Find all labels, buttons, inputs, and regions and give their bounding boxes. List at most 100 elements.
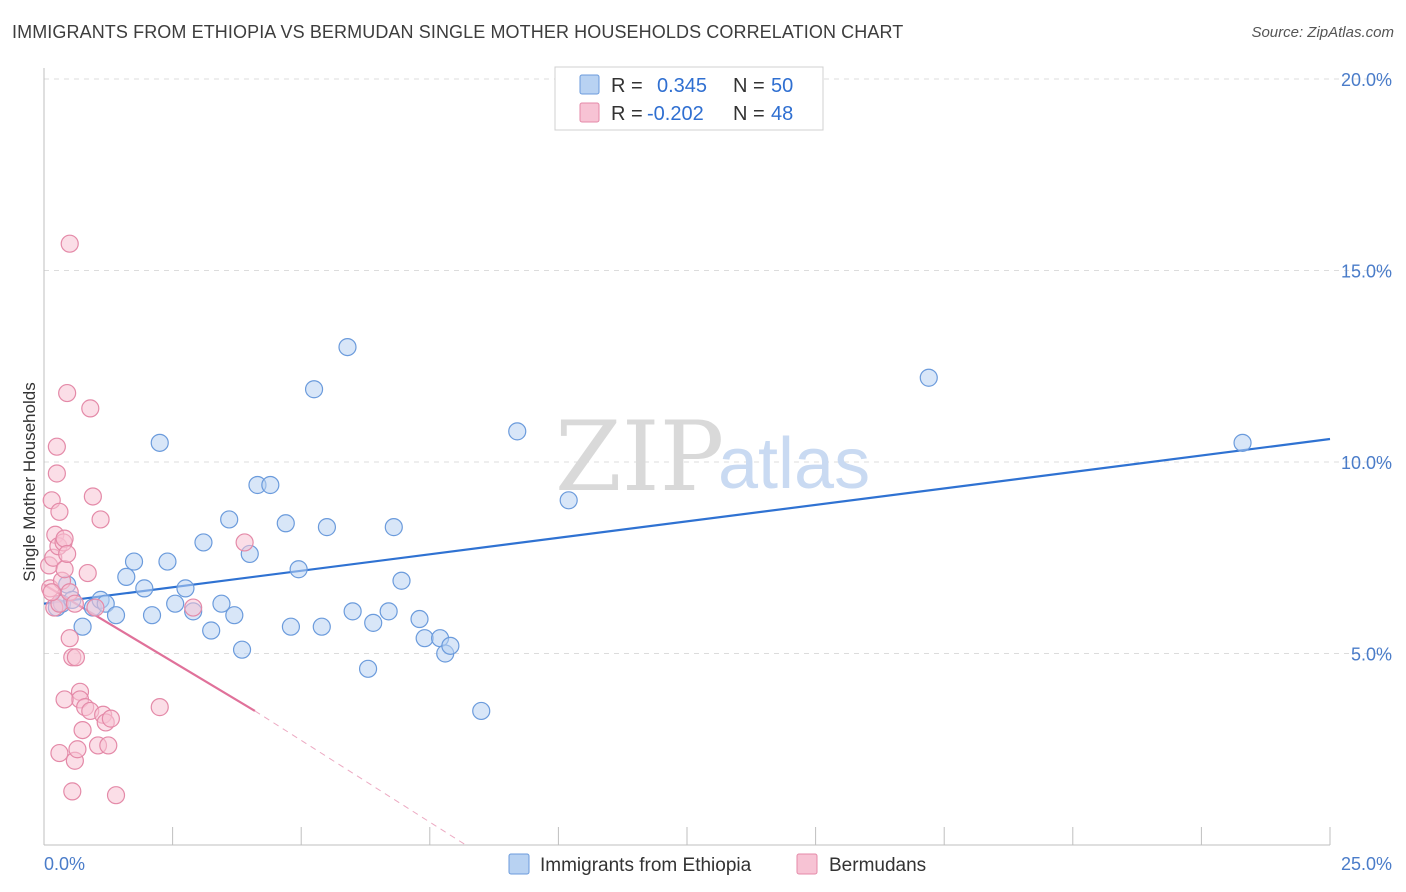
point-ethiopia — [919, 368, 938, 387]
axes — [43, 68, 1331, 846]
legend-swatch-blue — [508, 853, 530, 875]
point-bermudans — [235, 533, 254, 552]
legend-n-value: 48 — [771, 103, 793, 125]
point-bermudans — [55, 690, 74, 709]
point-ethiopia — [124, 552, 144, 571]
point-ethiopia — [358, 659, 378, 678]
point-ethiopia — [194, 533, 213, 552]
point-bermudans — [60, 629, 79, 648]
point-ethiopia — [343, 602, 362, 621]
point-bermudans — [106, 786, 126, 805]
watermark-zip: ZIP — [555, 401, 724, 513]
legend-r-label: R = — [611, 75, 643, 97]
y-tick-label: 10.0% — [1341, 453, 1392, 473]
point-bermudans — [47, 464, 66, 483]
tick-labels: 5.0% 10.0% 15.0% 20.0% 0.0% 25.0% — [44, 70, 1392, 874]
point-ethiopia — [379, 602, 398, 621]
legend-n-label: N = — [733, 75, 765, 97]
point-bermudans — [81, 399, 100, 418]
y-tick-label: 15.0% — [1341, 262, 1392, 282]
point-bermudans — [50, 743, 69, 763]
point-bermudans — [55, 560, 74, 579]
legend-r-label: R = — [611, 103, 643, 125]
legend-bottom: Immigrants from Ethiopia Bermudans — [508, 853, 926, 876]
point-ethiopia — [261, 475, 280, 495]
point-ethiopia — [289, 560, 308, 579]
y-axis-label: Single Mother Households — [20, 382, 39, 581]
point-bermudans — [58, 544, 77, 564]
point-ethiopia — [135, 579, 154, 598]
point-bermudans — [68, 740, 87, 759]
point-ethiopia — [441, 636, 460, 655]
point-ethiopia — [508, 422, 527, 441]
point-bermudans — [63, 782, 82, 801]
y-tick-label: 20.0% — [1341, 70, 1392, 90]
legend-box — [554, 66, 824, 131]
point-bermudans — [83, 487, 102, 506]
point-ethiopia — [410, 609, 429, 629]
point-ethiopia — [304, 380, 324, 399]
point-ethiopia — [559, 491, 578, 510]
legend-label-bermudans: Bermudans — [829, 855, 926, 876]
x-tick-label: 0.0% — [44, 854, 85, 874]
point-ethiopia — [281, 617, 301, 636]
point-bermudans — [47, 437, 66, 456]
point-ethiopia — [1233, 433, 1252, 452]
point-ethiopia — [158, 552, 177, 571]
grid-lines — [44, 78, 1390, 654]
point-bermudans — [60, 234, 79, 253]
point-ethiopia — [225, 606, 244, 625]
point-ethiopia — [106, 606, 126, 625]
legend-swatch-pink — [796, 853, 818, 875]
source-credit: Source: ZipAtlas.com — [1251, 24, 1394, 41]
trendline-bermudans-extension — [254, 710, 467, 846]
point-bermudans — [99, 736, 118, 755]
point-ethiopia — [117, 567, 136, 587]
legend-n-label: N = — [733, 103, 765, 125]
point-ethiopia — [338, 338, 357, 357]
point-ethiopia — [384, 518, 403, 537]
legend-label-ethiopia: Immigrants from Ethiopia — [540, 855, 752, 876]
data-points — [40, 234, 1252, 805]
point-ethiopia — [415, 629, 434, 648]
point-bermudans — [58, 383, 77, 403]
point-ethiopia — [364, 613, 383, 632]
legend-r-value: 0.345 — [657, 75, 707, 97]
point-ethiopia — [150, 433, 169, 452]
chart-title: IMMIGRANTS FROM ETHIOPIA VS BERMUDAN SIN… — [12, 22, 904, 42]
point-bermudans — [66, 648, 85, 667]
y-tick-label: 5.0% — [1351, 645, 1392, 665]
point-ethiopia — [73, 617, 92, 636]
point-ethiopia — [202, 621, 221, 640]
point-bermudans — [78, 563, 97, 583]
point-ethiopia — [142, 606, 162, 625]
point-ethiopia — [176, 579, 195, 598]
legend-top: R = 0.345 N = 50 R = -0.202 N = 48 — [554, 66, 824, 131]
watermark: ZIP atlas — [555, 401, 870, 513]
point-bermudans — [86, 598, 105, 617]
point-ethiopia — [472, 701, 491, 721]
x-tick-label: 25.0% — [1341, 854, 1392, 874]
legend-r-value: -0.202 — [647, 103, 704, 125]
point-ethiopia — [392, 571, 411, 590]
point-bermudans — [55, 529, 74, 548]
watermark-atlas: atlas — [718, 424, 870, 504]
point-bermudans — [101, 709, 120, 728]
legend-swatch-blue — [579, 74, 600, 95]
point-bermudans — [42, 583, 61, 602]
point-bermudans — [65, 594, 84, 613]
point-ethiopia — [312, 617, 331, 636]
point-ethiopia — [276, 514, 295, 533]
point-ethiopia — [317, 518, 337, 537]
point-bermudans — [184, 598, 203, 617]
point-ethiopia — [232, 640, 252, 659]
trendline-ethiopia — [43, 437, 1331, 605]
point-bermudans — [91, 510, 110, 529]
point-ethiopia — [212, 594, 231, 613]
legend-n-value: 50 — [771, 75, 793, 97]
legend-swatch-pink — [579, 102, 600, 123]
point-ethiopia — [166, 594, 185, 613]
point-ethiopia — [220, 510, 239, 529]
point-bermudans — [50, 502, 69, 521]
